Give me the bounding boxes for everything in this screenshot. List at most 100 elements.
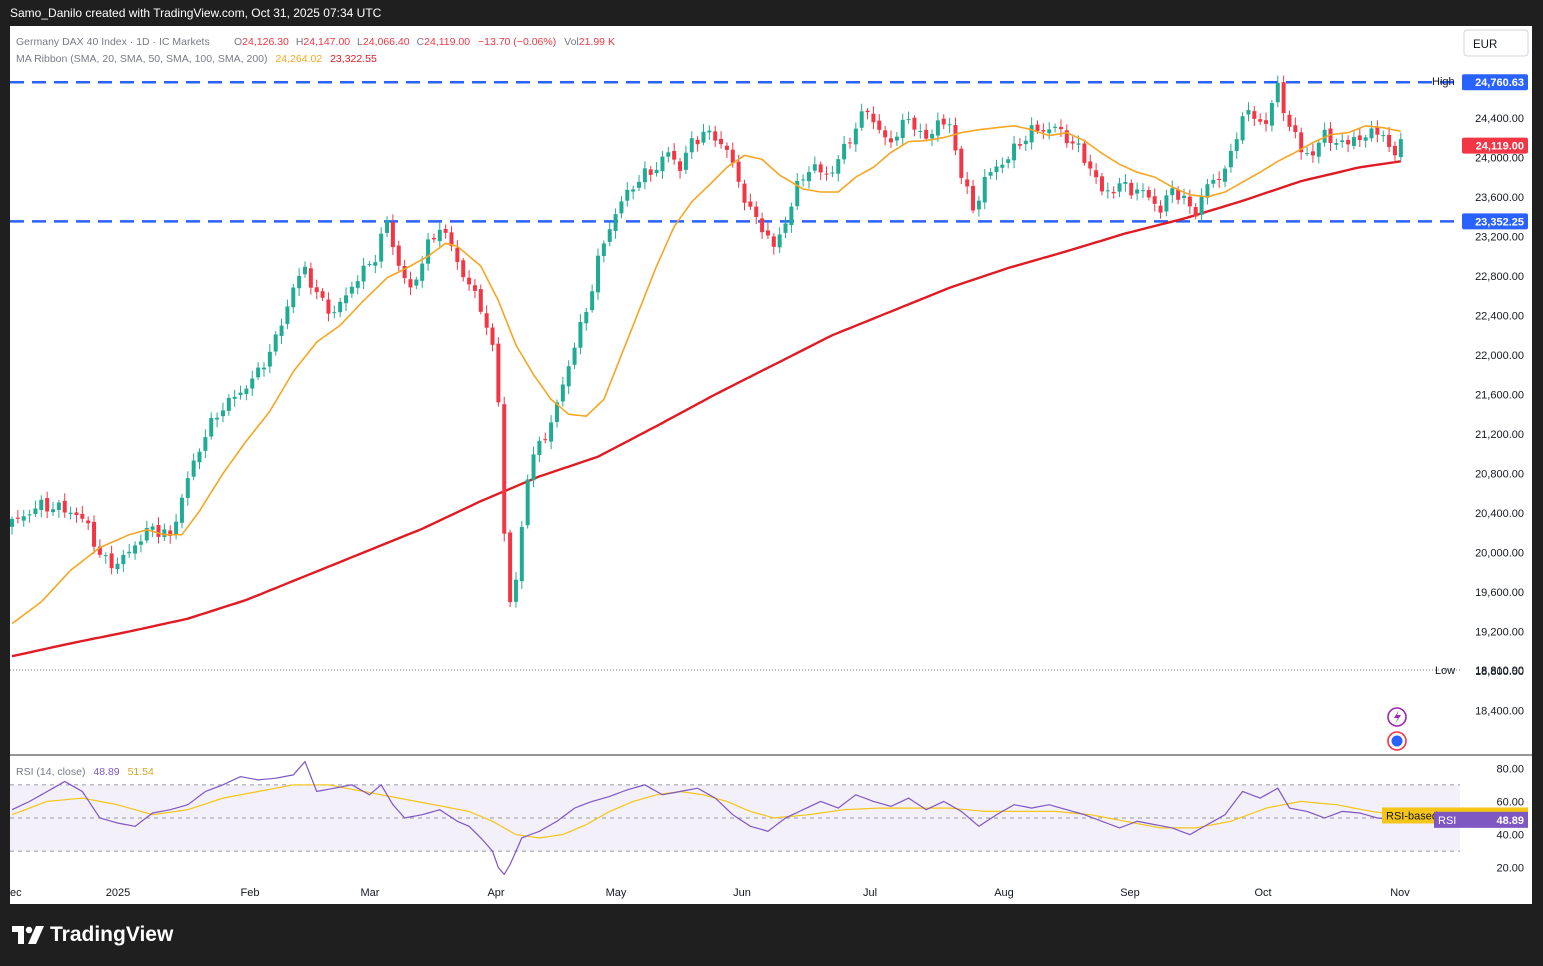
candle [724,142,729,158]
candle [1140,183,1145,199]
candle [572,342,577,369]
candle [1293,117,1298,139]
candle [625,182,630,207]
candle [45,491,50,519]
calendar-event-icon[interactable] [1387,731,1407,751]
candle [74,507,79,523]
candle-body [1258,119,1263,122]
last-price-label-box [1462,137,1528,154]
candle-body [1252,111,1257,119]
candle-body [1029,125,1034,143]
candle-body [836,159,841,174]
candle-body [537,440,542,455]
candle-body [1381,135,1386,137]
candle-body [203,437,208,451]
candle-body [355,281,360,288]
candle [144,520,149,544]
lightning-icon[interactable] [1387,707,1407,727]
candle [449,226,454,252]
candle-body [1099,176,1104,192]
candle [525,474,530,529]
legend-rsi: RSI (14, close) 48.89 51.54 [16,766,154,778]
candle [871,106,876,130]
candle-body [291,287,296,308]
candle-body [1334,143,1339,145]
candle-body [150,526,155,530]
candle-body [191,460,196,477]
candle-body [619,201,624,214]
candle [596,248,600,300]
candle [1146,186,1151,201]
candles-group [10,75,1403,608]
candle-body [1240,116,1245,141]
time-axis-label: Apr [487,887,504,899]
candle [174,513,179,540]
candle-body [549,422,554,442]
candle-body [197,451,202,463]
candle [162,523,167,542]
legend-vol: 21.99 K [579,36,615,48]
candle [191,453,196,481]
candle-body [86,520,91,524]
candle [502,396,507,542]
candle-body [1375,126,1380,135]
candle [86,516,91,531]
candle-body [1193,206,1198,217]
candle-body [1123,182,1128,184]
candle [1281,75,1286,121]
candle-body [256,367,261,378]
price-tick-label: 18,400.00 [1475,706,1524,718]
rsi-name-box [1434,811,1462,828]
legend-vol-key: Vol [564,36,579,48]
currency-button[interactable]: EUR [1463,29,1529,57]
candle [1363,134,1368,148]
candle-body [1228,150,1233,168]
candle-body [51,509,56,513]
candle-body [789,206,794,226]
candle-body [912,117,917,130]
price-tick-label: 20,800.00 [1475,468,1524,480]
chart-canvas[interactable]: Germany DAX 40 Index · 1D · IC Markets O… [10,26,1532,904]
candle-body [1246,110,1251,115]
candle [1351,130,1356,150]
candle-body [261,367,266,370]
candle [1094,163,1099,184]
candle-body [1105,190,1110,192]
candle [1012,135,1017,169]
candle-body [1135,189,1140,194]
candle-body [1217,178,1222,181]
candle-body [1340,140,1345,143]
legend-rsi-ma-value: 51.54 [128,766,154,778]
candle-body [414,279,419,286]
candle-body [1047,129,1052,134]
candle-body [68,512,73,515]
candle [1041,123,1046,140]
candle [830,165,835,178]
candle-body [976,200,981,210]
candle-body [185,478,190,498]
candle-body [344,295,349,304]
price-tick-label: 20,000.00 [1475,548,1524,560]
candle [496,337,501,407]
candle [894,132,899,146]
rsi-tick-label: 80.00 [1496,763,1524,775]
candle [1152,188,1157,212]
legend-high-key: H [296,36,304,48]
candle [1299,127,1304,160]
candle [344,287,349,312]
legend-low-key: L [357,36,363,48]
candle-body [607,229,612,242]
candle-body [326,299,331,314]
candle-body [1205,184,1210,198]
candle [971,179,976,214]
candle-body [21,516,26,521]
rsi-name: RSI [1438,815,1456,827]
candle [760,212,765,240]
candle [484,305,489,336]
candle-body [812,164,817,171]
candle-body [713,131,718,141]
candle [935,112,940,142]
candle [883,125,888,146]
candle [953,117,958,156]
candle-body [168,530,173,536]
